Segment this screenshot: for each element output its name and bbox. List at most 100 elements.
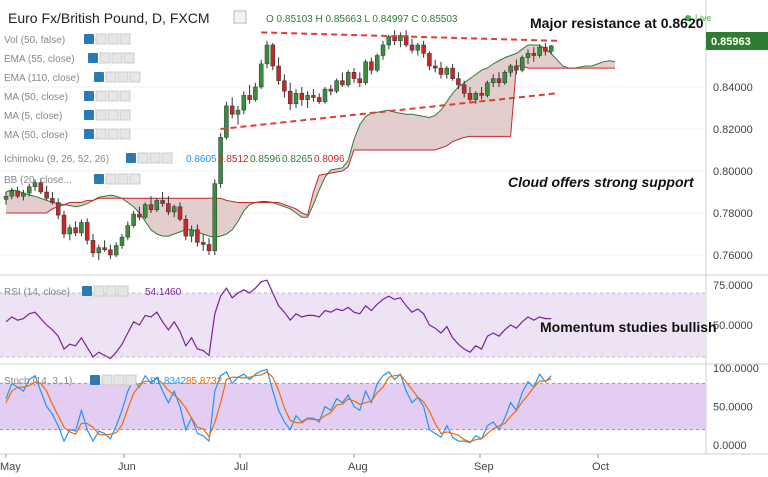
indicator-label[interactable]: Vol (50, false) bbox=[4, 35, 65, 46]
ichimoku-close-icon bbox=[161, 152, 173, 164]
last-price-value: 0.85963 bbox=[711, 36, 751, 48]
indicator-close-icon bbox=[119, 90, 131, 102]
stoch-tick-label: 50.0000 bbox=[713, 402, 753, 414]
candle-body bbox=[32, 182, 38, 188]
price-tick-label: 0.78000 bbox=[713, 208, 753, 220]
indicator-label[interactable]: EMA (110, close) bbox=[4, 73, 79, 84]
candle-body bbox=[409, 44, 415, 51]
candle-body bbox=[444, 67, 450, 75]
stoch-close-icon bbox=[125, 374, 137, 386]
ichimoku-add-icon bbox=[149, 152, 161, 164]
rsi-pane: 75.0000 50.0000 bbox=[0, 279, 753, 360]
candle-body bbox=[44, 191, 49, 199]
annotation-cloud: Cloud offers strong support bbox=[508, 174, 695, 190]
candle-body bbox=[305, 95, 310, 100]
candle-body bbox=[363, 61, 368, 84]
candle-body bbox=[200, 242, 206, 245]
time-tick-label: Jul bbox=[234, 461, 248, 473]
indicator-settings-icon bbox=[95, 90, 107, 102]
candle-body bbox=[334, 80, 339, 92]
rsi-label[interactable]: RSI (14, close) bbox=[4, 287, 70, 298]
candle-body bbox=[224, 105, 229, 138]
ichimoku-value: 0.8096 bbox=[314, 154, 345, 165]
symbol-menu-icon[interactable] bbox=[233, 10, 247, 24]
ichimoku-value: 0.8596 bbox=[250, 154, 281, 165]
rsi-tick-label: 75.0000 bbox=[713, 280, 753, 292]
candle-body bbox=[9, 190, 15, 197]
candle-body bbox=[386, 36, 392, 46]
candle-body bbox=[398, 35, 403, 42]
candle-body bbox=[258, 63, 264, 88]
indicator-eye-icon bbox=[84, 91, 94, 101]
indicator-label[interactable]: MA (50, close) bbox=[4, 130, 68, 141]
candle-body bbox=[514, 65, 519, 71]
ichimoku-label[interactable]: Ichimoku (9, 26, 52, 26) bbox=[4, 154, 109, 165]
bb-buttons bbox=[94, 173, 141, 185]
stoch-tick-label: 0.0000 bbox=[713, 440, 747, 452]
candle-body bbox=[253, 86, 258, 100]
candle-body bbox=[450, 67, 455, 79]
candle-body bbox=[38, 182, 44, 193]
indicator-label[interactable]: EMA (55, close) bbox=[4, 54, 75, 65]
candle-body bbox=[50, 198, 55, 203]
annotation-resistance: Major resistance at 0.8620 bbox=[530, 15, 704, 31]
live-dot-icon bbox=[685, 15, 691, 21]
candle-body bbox=[90, 240, 96, 254]
candle-body bbox=[293, 93, 299, 105]
rsi-band bbox=[0, 293, 706, 357]
candle-body bbox=[276, 65, 281, 81]
trendlines bbox=[220, 31, 558, 130]
ichimoku-eye-icon bbox=[126, 153, 136, 163]
senkou-span-a-line bbox=[5, 44, 616, 238]
price-tick-label: 0.76000 bbox=[713, 250, 753, 262]
indicator-add-icon bbox=[107, 109, 119, 121]
live-label: Live bbox=[695, 13, 712, 23]
candle-body bbox=[345, 72, 351, 86]
candle-body bbox=[229, 105, 235, 115]
candle-body bbox=[473, 93, 479, 100]
candle-body bbox=[496, 78, 502, 84]
trendline-resistance bbox=[261, 31, 558, 42]
indicator-label[interactable]: MA (50, close) bbox=[4, 92, 68, 103]
candle-body bbox=[311, 95, 316, 98]
indicator-settings-icon bbox=[95, 33, 107, 45]
stoch-label[interactable]: Stoch (14, 3, 1) bbox=[4, 376, 72, 387]
indicator-settings-icon bbox=[95, 109, 107, 121]
candle-body bbox=[189, 229, 194, 237]
indicator-close-icon bbox=[119, 128, 131, 140]
indicator-close-icon bbox=[119, 33, 131, 45]
candle-body bbox=[380, 44, 386, 56]
candle-body bbox=[67, 227, 73, 235]
candle-body bbox=[96, 247, 102, 254]
price-axis: 0.84000 0.82000 0.80000 0.78000 0.76000 bbox=[713, 82, 753, 262]
stoch-add-icon bbox=[113, 374, 125, 386]
rsi-add-icon bbox=[105, 285, 117, 297]
rsi-tick-label: 50.0000 bbox=[713, 320, 753, 332]
stoch-eye-icon bbox=[90, 375, 100, 385]
candle-body bbox=[543, 46, 548, 52]
candle-body bbox=[374, 55, 380, 71]
candle-body bbox=[21, 192, 26, 197]
candle-body bbox=[461, 84, 467, 94]
candle-body bbox=[548, 45, 554, 52]
candle-body bbox=[206, 244, 212, 252]
indicator-eye-icon bbox=[84, 129, 94, 139]
time-tick-label: Jun bbox=[118, 461, 136, 473]
bb-label[interactable]: BB (20, close... bbox=[4, 175, 72, 186]
indicator-label[interactable]: MA (5, close) bbox=[4, 111, 62, 122]
bb-settings-icon bbox=[105, 173, 117, 185]
ichimoku-buttons bbox=[126, 152, 173, 164]
candle-body bbox=[235, 109, 241, 115]
candle-body bbox=[3, 195, 9, 200]
candle-body bbox=[137, 213, 142, 218]
candle-body bbox=[525, 53, 531, 58]
candle-body bbox=[177, 206, 183, 220]
symbol-title[interactable]: Euro Fx/British Pound, D, FXCM bbox=[8, 10, 210, 26]
pane-separators bbox=[0, 0, 768, 455]
time-tick-label: Aug bbox=[348, 461, 368, 473]
candle-body bbox=[392, 36, 397, 42]
indicator-close-icon bbox=[129, 71, 141, 83]
candle-body bbox=[212, 183, 218, 252]
candle-body bbox=[438, 67, 444, 75]
candle-body bbox=[467, 93, 473, 100]
